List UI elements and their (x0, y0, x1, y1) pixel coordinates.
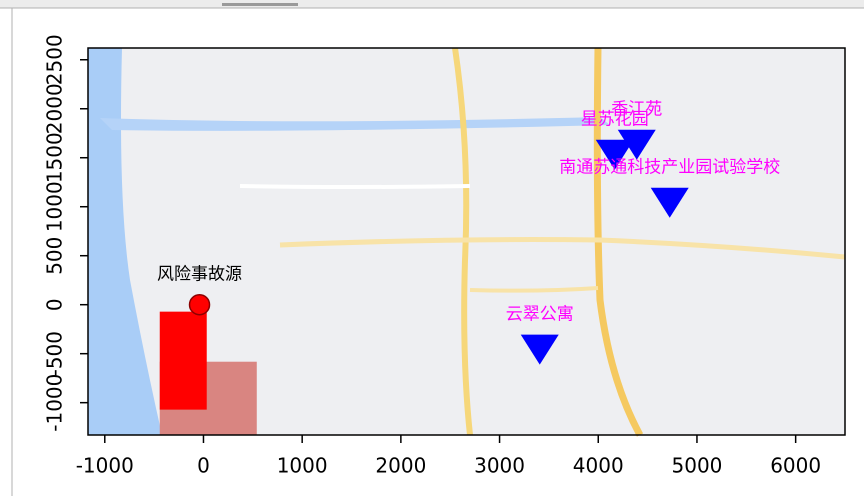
x-tick-label: 1000 (277, 454, 328, 478)
point-label: 南通苏通科技产业园试验学校 (559, 158, 780, 178)
point-label: 风险事故源 (157, 265, 242, 285)
x-tick-label: 3000 (474, 454, 525, 478)
y-tick-label: 2000 (43, 83, 67, 134)
x-tick-label: 4000 (573, 454, 624, 478)
y-tick-label: 2500 (43, 34, 67, 85)
zone (160, 312, 207, 410)
window-bar (0, 0, 864, 8)
chart: 风险事故源星苏花园香江苑南通苏通科技产业园试验学校云翠公寓 -100001000… (0, 0, 864, 496)
point-label: 云翠公寓 (506, 305, 574, 325)
y-tick-label: 500 (43, 237, 67, 275)
y-tick-label: -500 (43, 331, 67, 376)
x-tick-label: 2000 (375, 454, 426, 478)
window-handle (222, 3, 298, 6)
y-tick-label: -1000 (43, 374, 67, 432)
x-tick-label: 6000 (770, 454, 821, 478)
y-tick-label: 1000 (43, 181, 67, 232)
y-tick-label: 0 (43, 298, 67, 311)
x-tick-label: -1000 (76, 454, 134, 478)
x-tick-label: 0 (197, 454, 210, 478)
point-label: 香江苑 (611, 100, 662, 120)
y-tick-label: 1500 (43, 132, 67, 183)
point (190, 295, 210, 315)
x-tick-label: 5000 (672, 454, 723, 478)
